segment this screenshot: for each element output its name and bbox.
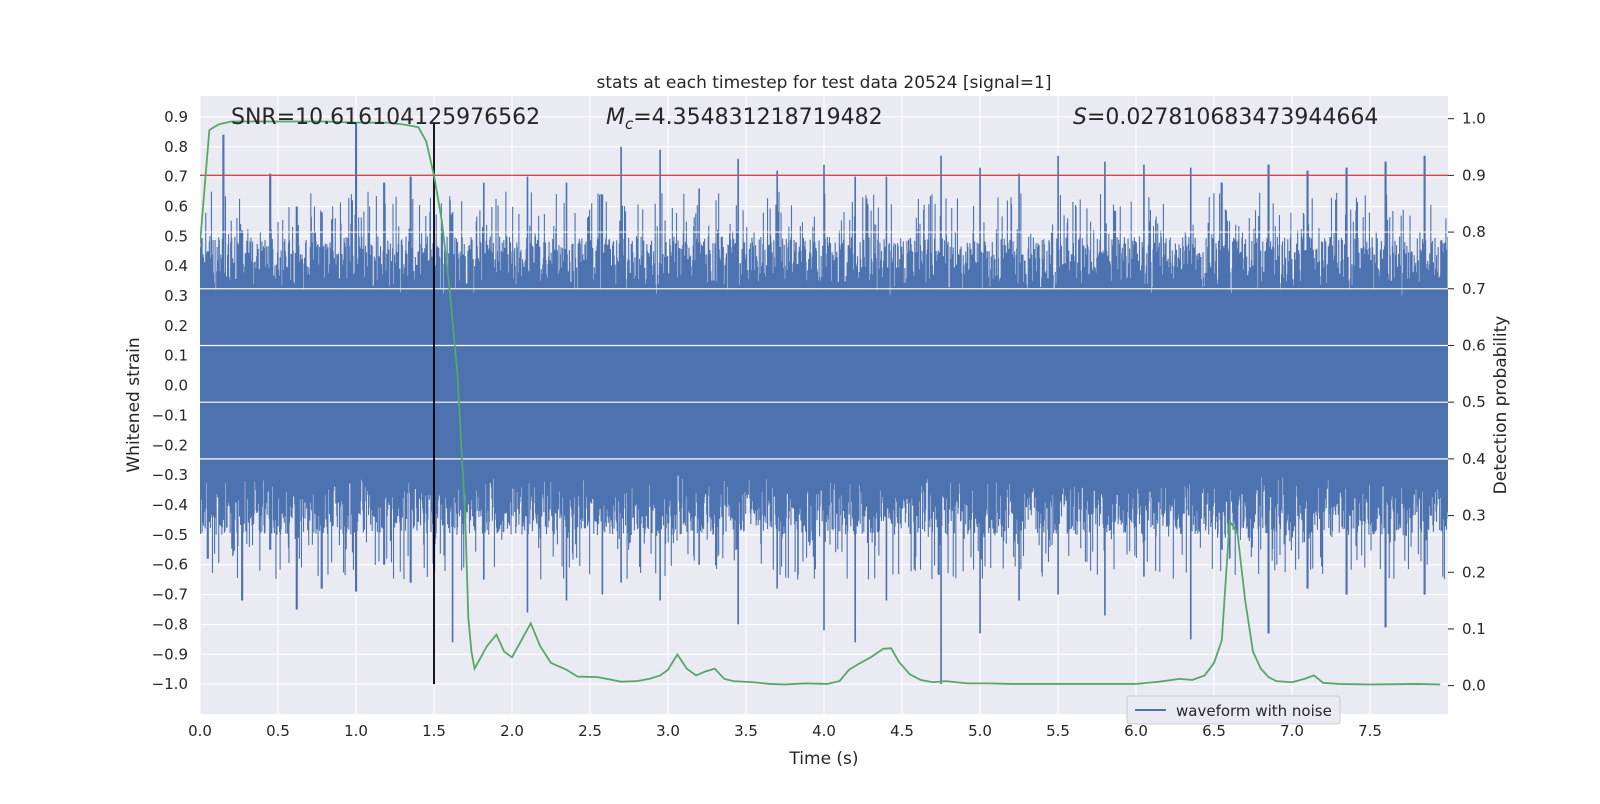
x-tick-label: 3.0 bbox=[656, 722, 680, 740]
y-tick-label: 0.5 bbox=[164, 227, 188, 245]
snr-annotation: SNR=10.616104125976562 bbox=[231, 105, 540, 130]
x-tick-label: 5.0 bbox=[968, 722, 992, 740]
y-tick-label: −0.4 bbox=[152, 496, 188, 514]
y-tick-label: −0.7 bbox=[152, 586, 188, 604]
y-tick-label: 0.2 bbox=[164, 317, 188, 335]
y2-tick-label: 0.7 bbox=[1462, 280, 1486, 298]
y-tick-label: −0.5 bbox=[152, 526, 188, 544]
y2-tick-label: 0.8 bbox=[1462, 223, 1486, 241]
y2-tick-label: 1.0 bbox=[1462, 110, 1486, 128]
y2-tick-label: 0.3 bbox=[1462, 507, 1486, 525]
y-tick-label: 0.1 bbox=[164, 347, 188, 365]
s-symbol: S bbox=[1073, 105, 1087, 130]
x-tick-label: 2.0 bbox=[500, 722, 524, 740]
x-axis-label: Time (s) bbox=[788, 749, 858, 769]
y-tick-label: −0.1 bbox=[152, 406, 188, 424]
y-tick-label: −0.2 bbox=[152, 436, 188, 454]
s-value: =0.027810683473944664 bbox=[1087, 105, 1378, 130]
legend-entry: waveform with noise bbox=[1176, 702, 1332, 720]
x-tick-label: 2.5 bbox=[578, 722, 602, 740]
mc-annotation: Mc=4.354831218719482 bbox=[606, 105, 883, 133]
y-tick-label: 0.8 bbox=[164, 138, 188, 156]
y-tick-label: −0.6 bbox=[152, 556, 188, 574]
y2-tick-label: 0.2 bbox=[1462, 563, 1486, 581]
y-axis-label: Whitened strain bbox=[124, 337, 144, 472]
y2-tick-label: 0.9 bbox=[1462, 166, 1486, 184]
mc-subscript: c bbox=[625, 115, 634, 133]
tick-layer: 0.0 0.5 1.0 1.5 2.0 2.5 3.0 3.5 4.0 4.5 5.0 5.5 6.0 6… bbox=[152, 108, 1486, 740]
y-tick-label: 0.0 bbox=[164, 377, 188, 395]
mc-value: =4.354831218719482 bbox=[633, 105, 882, 130]
y-tick-label: 0.3 bbox=[164, 287, 188, 305]
mc-symbol: M bbox=[606, 105, 625, 130]
x-tick-label: 0.5 bbox=[266, 722, 290, 740]
s-annotation: S=0.027810683473944664 bbox=[1073, 105, 1378, 130]
y-tick-label: 0.6 bbox=[164, 197, 188, 215]
y2-tick-label: 0.4 bbox=[1462, 450, 1486, 468]
chart-title: stats at each timestep for test data 205… bbox=[597, 73, 1052, 93]
x-tick-label: 4.0 bbox=[812, 722, 836, 740]
x-tick-label: 6.0 bbox=[1124, 722, 1148, 740]
detection-probability-line bbox=[200, 120, 1441, 686]
y-tick-label: −0.9 bbox=[152, 645, 188, 663]
y2-axis-label: Detection probability bbox=[1491, 316, 1511, 495]
y2-tick-label: 0.6 bbox=[1462, 336, 1486, 354]
legend: waveform with noise bbox=[1126, 695, 1341, 725]
x-tick-label: 5.5 bbox=[1046, 722, 1070, 740]
x-tick-label: 1.0 bbox=[344, 722, 368, 740]
x-tick-label: 6.5 bbox=[1202, 722, 1226, 740]
x-tick-label: 0.0 bbox=[188, 722, 212, 740]
y2-tick-label: 0.0 bbox=[1462, 677, 1486, 695]
y-tick-label: −0.8 bbox=[152, 615, 188, 633]
overlay-layer bbox=[200, 120, 1448, 686]
y-tick-label: −0.3 bbox=[152, 466, 188, 484]
y2-tick-label: 0.5 bbox=[1462, 393, 1486, 411]
x-tick-label: 3.5 bbox=[734, 722, 758, 740]
y2-tick-label: 0.1 bbox=[1462, 620, 1486, 638]
x-tick-label: 4.5 bbox=[890, 722, 914, 740]
x-tick-label: 1.5 bbox=[422, 722, 446, 740]
y-tick-label: 0.9 bbox=[164, 108, 188, 126]
x-tick-label: 7.5 bbox=[1358, 722, 1382, 740]
y-tick-label: 0.4 bbox=[164, 257, 188, 275]
waveform-core-band bbox=[200, 296, 1448, 476]
legend-box bbox=[1126, 695, 1341, 725]
waveform-series bbox=[200, 122, 1448, 685]
x-tick-label: 7.0 bbox=[1280, 722, 1304, 740]
y-tick-label: 0.7 bbox=[164, 168, 188, 186]
y-tick-label: −1.0 bbox=[152, 675, 188, 693]
